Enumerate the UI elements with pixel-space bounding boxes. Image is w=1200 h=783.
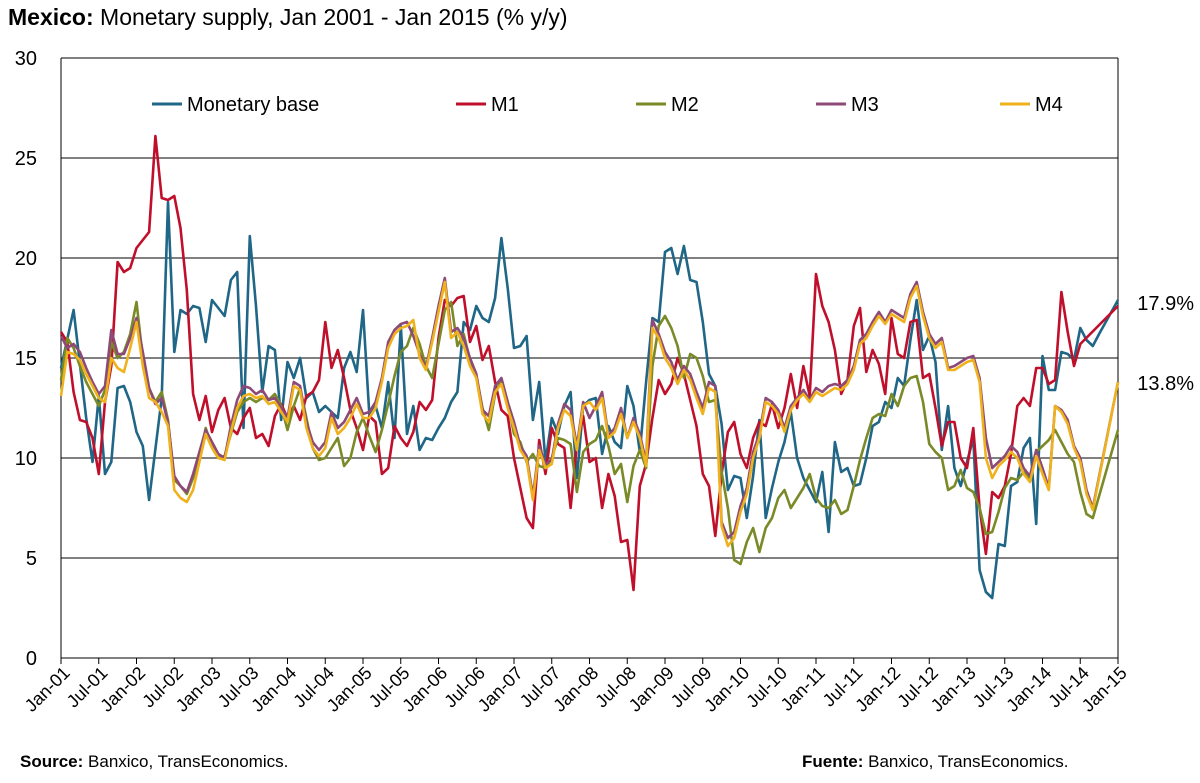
series-lines xyxy=(59,134,1120,600)
end-value-label: 17.9% xyxy=(1137,293,1194,315)
gridlines xyxy=(60,57,1119,659)
chart-title: Mexico: Monetary supply, Jan 2001 - Jan … xyxy=(8,4,568,31)
chart-title-text: Monetary supply, Jan 2001 - Jan 2015 (% … xyxy=(93,4,568,30)
legend: Monetary base M1 M2 M3 M4 xyxy=(152,94,1063,116)
fuente-note-text: Banxico, TransEconomics. xyxy=(863,752,1069,771)
source-note: Source: Banxico, TransEconomics. xyxy=(20,752,288,772)
source-note-text: Banxico, TransEconomics. xyxy=(83,752,289,771)
fuente-note-label: Fuente: xyxy=(802,752,864,771)
legend-label: M1 xyxy=(491,94,519,116)
chart-title-country: Mexico: xyxy=(8,4,94,30)
legend-label: M2 xyxy=(671,94,699,116)
series-line-monetary-base xyxy=(59,200,1120,600)
y-tick-label: 25 xyxy=(15,148,37,170)
legend-label: Monetary base xyxy=(187,94,319,116)
series-line-m4 xyxy=(59,280,1120,548)
y-tick-label: 20 xyxy=(15,248,37,270)
legend-label: M4 xyxy=(1035,94,1063,116)
y-tick-label: 30 xyxy=(15,48,37,70)
end-value-label: 13.8% xyxy=(1137,373,1194,395)
end-labels: 17.9% 13.8% xyxy=(1137,293,1194,395)
series-line-m2 xyxy=(59,300,1120,566)
x-axis-ticks: Jan-01Jul-01Jan-02Jul-02Jan-03Jul-03Jan-… xyxy=(21,658,1131,716)
legend-label: M3 xyxy=(851,94,879,116)
y-axis-ticks: 0 5 10 15 20 25 30 xyxy=(15,48,37,670)
y-tick-label: 5 xyxy=(26,548,37,570)
y-tick-label: 0 xyxy=(26,648,37,670)
source-note-label: Source: xyxy=(20,752,84,771)
y-tick-label: 10 xyxy=(15,448,37,470)
fuente-note: Fuente: Banxico, TransEconomics. xyxy=(802,752,1068,772)
x-tick-label: Jan-01 xyxy=(21,663,74,716)
y-tick-label: 15 xyxy=(15,348,37,370)
